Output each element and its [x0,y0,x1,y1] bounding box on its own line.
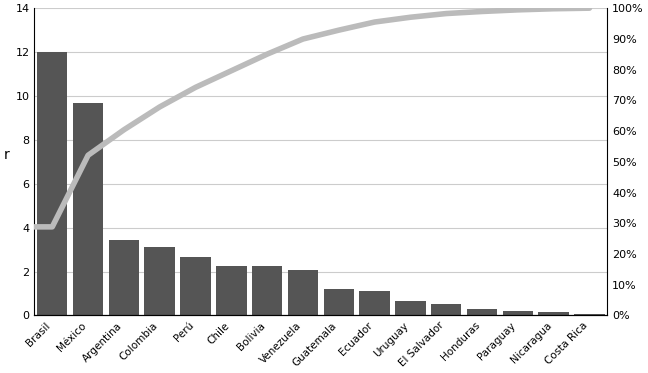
Y-axis label: r: r [4,148,10,162]
Bar [73,103,103,316]
Bar [180,257,211,316]
Bar [145,247,175,316]
Bar [467,309,497,316]
Bar [538,312,569,316]
Bar [37,52,67,316]
Bar [216,266,246,316]
Bar [288,270,318,316]
Bar [323,289,354,316]
Bar [360,291,390,316]
Bar [395,301,426,316]
Bar [431,304,461,316]
Bar [574,314,605,316]
Bar [252,266,283,316]
Bar [503,311,533,316]
Bar [109,240,139,316]
